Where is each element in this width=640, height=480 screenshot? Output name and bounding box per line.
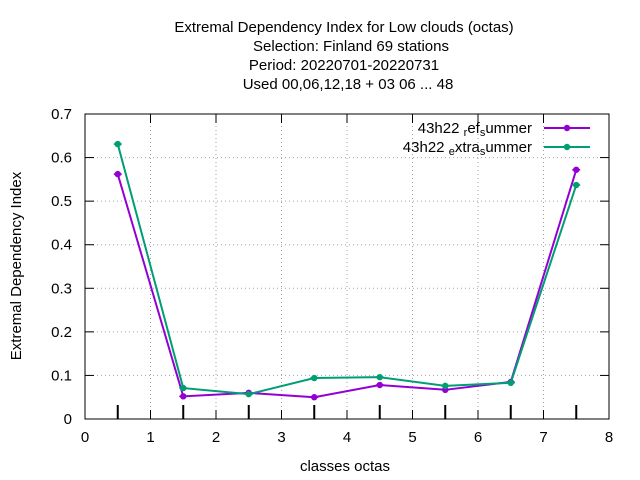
chart-title: Extremal Dependency Index for Low clouds… <box>174 19 513 93</box>
title-line-2: Selection: Finland 69 stations <box>253 38 449 55</box>
y-tick-label: 0.4 <box>51 237 72 254</box>
series-2 <box>113 140 581 398</box>
y-tick-label: 0.6 <box>51 150 72 167</box>
y-tick-label: 0 <box>64 411 72 428</box>
y-tick-label: 0.5 <box>51 193 72 210</box>
series-line <box>116 169 578 399</box>
legend-marker <box>563 143 571 151</box>
x-tick-label: 6 <box>474 429 482 446</box>
y-tick-label: 0.1 <box>51 367 72 384</box>
series-layer <box>113 140 581 401</box>
series-1 <box>113 166 581 401</box>
tick-labels: 0 1 2 3 4 5 6 7 8 0 0.1 0.2 0.3 0.4 0.5 0.6 0.7 <box>51 106 613 446</box>
legend-label: 43h22 refsummer <box>418 120 532 139</box>
y-tick-label: 0.3 <box>51 280 72 297</box>
title-line-1: Extremal Dependency Index for Low clouds… <box>174 19 513 36</box>
x-tick-label: 4 <box>343 429 351 446</box>
y-axis-label: Extremal Dependency Index <box>8 171 25 360</box>
x-tick-label: 3 <box>277 429 285 446</box>
title-line-4: Used 00,06,12,18 + 03 06 ... 48 <box>243 76 454 93</box>
x-tick-label: 1 <box>146 429 154 446</box>
x-tick-label: 0 <box>81 429 89 446</box>
title-line-3: Period: 20220701-20220731 <box>249 57 439 74</box>
x-axis-label: classes octas <box>300 458 390 475</box>
series-line <box>116 143 578 396</box>
y-tick-label: 0.7 <box>51 106 72 123</box>
x-tick-label: 5 <box>408 429 416 446</box>
x-tick-label: 7 <box>539 429 547 446</box>
x-tick-label: 2 <box>212 429 220 446</box>
legend-marker <box>563 124 571 132</box>
grid <box>85 114 609 419</box>
plot-frame <box>84 113 610 420</box>
legend-label: 43h22 extrasummer <box>403 139 532 158</box>
x-tick-label: 8 <box>605 429 613 446</box>
legend-entry-1: 43h22 refsummer <box>418 120 590 139</box>
legend-entry-2: 43h22 extrasummer <box>403 139 590 158</box>
y-tick-label: 0.2 <box>51 324 72 341</box>
